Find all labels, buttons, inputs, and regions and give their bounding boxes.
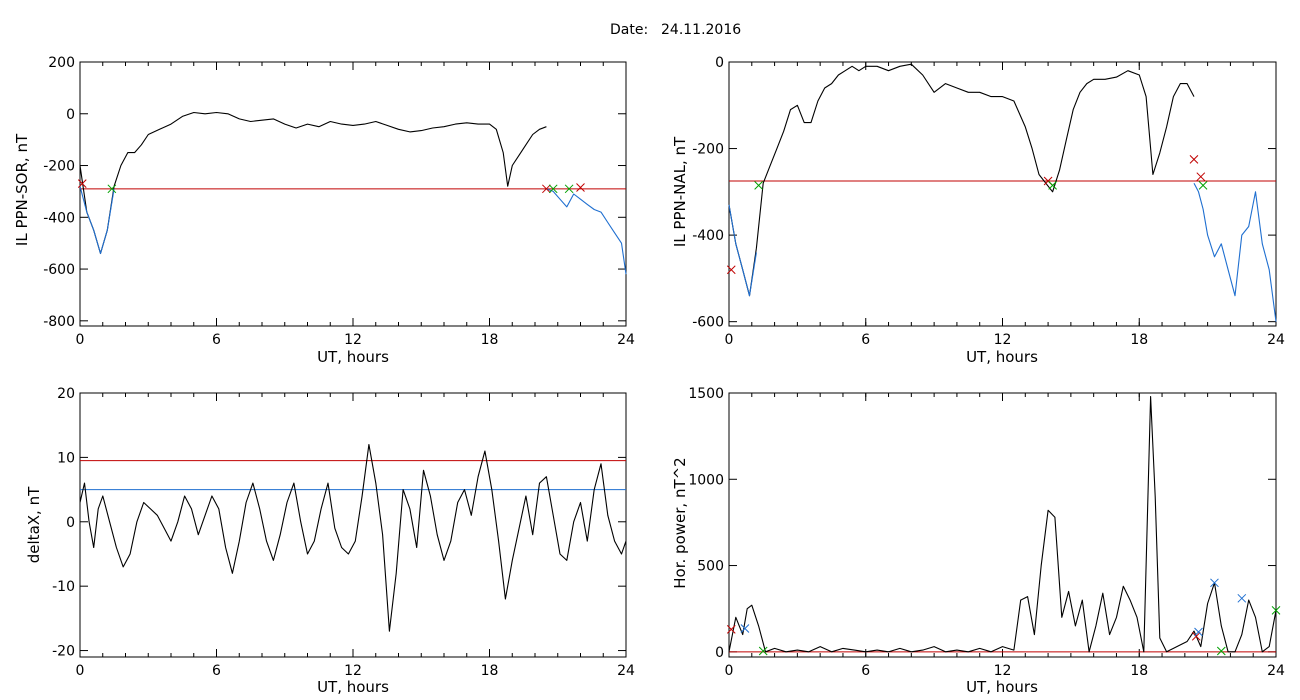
panel-2-ytick-label: 0 (66, 515, 75, 531)
panel-0-xtick-label: 12 (344, 332, 362, 348)
panel-0-ytick-label: 200 (48, 55, 75, 71)
panel-3-marker (1237, 593, 1247, 603)
panel-hor-power: Hor. power, nT^2 UT, hours 0 6 12 18 24 1500 1… (671, 386, 1285, 696)
panel-0-ytick-label: 0 (66, 107, 75, 123)
panel-3-xlabel: UT, hours (966, 678, 1038, 696)
panel-1-xtick-label: 0 (725, 332, 734, 348)
panel-0-marker (107, 184, 117, 194)
date-value: 24.11.2016 (661, 22, 741, 38)
panel-2-xtick-label: 12 (344, 663, 362, 679)
panel-0-ytick-label: -600 (43, 262, 75, 278)
panel-2-xtick-label: 18 (481, 663, 499, 679)
panel-2-series-0 (79, 443, 627, 632)
panel-1-ytick-label: 0 (715, 55, 724, 71)
panel-0-frame (79, 61, 627, 327)
panel-0-marker (542, 184, 551, 194)
panel-3-xtick-label: 24 (1267, 663, 1285, 679)
panel-3-ytick-label: 1500 (688, 386, 724, 402)
panel-3-ylabel: Hor. power, nT^2 (671, 457, 689, 588)
panel-3-xtick-label: 12 (994, 663, 1012, 679)
panel-1-marker (1196, 172, 1206, 182)
panel-1-marker (1198, 180, 1208, 190)
panel-3-marker (1191, 631, 1201, 641)
panel-0-xlabel: UT, hours (317, 348, 389, 366)
panel-3-marker (726, 625, 736, 634)
panel-3-series-0 (728, 395, 1277, 653)
panel-0-marker (548, 184, 558, 194)
panel-il-ppn-sor: IL PPN-SOR, nT UT, hours 0 6 12 18 24 200 0 -20… (13, 55, 635, 366)
panel-0-marker (77, 179, 87, 189)
panel-0-ytick-label: -400 (43, 210, 75, 226)
panel-1-ytick-label: -600 (692, 315, 724, 331)
panel-2-ytick-label: -20 (52, 644, 75, 660)
panel-il-ppn-nal: IL PPN-NAL, nT UT, hours 0 6 12 18 24 0 -200 -4… (671, 55, 1285, 366)
panel-2-xtick-label: 0 (76, 663, 85, 679)
panel-1-xtick-label: 6 (861, 332, 870, 348)
panel-1-xlabel: UT, hours (966, 348, 1038, 366)
panel-1-marker (1048, 180, 1057, 190)
panel-2-xtick-label: 6 (212, 663, 221, 679)
panel-0-ylabel: IL PPN-SOR, nT (13, 133, 31, 246)
panel-0-xtick-label: 24 (617, 332, 635, 348)
panel-0-ytick-label: -800 (43, 314, 75, 330)
date-label: Date: (610, 22, 648, 38)
panel-1-marker (754, 180, 763, 190)
panel-1-marker (726, 265, 736, 275)
panel-1-ytick-label: -200 (692, 142, 724, 158)
panel-2-ytick-label: 10 (57, 450, 75, 466)
panel-2-ytick-label: 20 (57, 386, 75, 402)
panel-2-xtick-label: 24 (617, 663, 635, 679)
panel-deltax: deltaX, nT UT, hours 0 6 12 18 24 20 10 0 -10 -20 (25, 386, 635, 696)
panel-3-marker (758, 646, 768, 656)
panel-2-ytick-label: -10 (52, 579, 75, 595)
panel-3-marker (1271, 606, 1281, 615)
panel-3-xtick-label: 6 (861, 663, 870, 679)
panel-1-frame (728, 61, 1277, 327)
panel-3-xtick-label: 18 (1130, 663, 1148, 679)
panel-2-xlabel: UT, hours (317, 678, 389, 696)
panel-3-xtick-label: 0 (725, 663, 734, 679)
panel-1-ylabel: IL PPN-NAL, nT (671, 136, 689, 247)
panel-0-xtick-label: 18 (481, 332, 499, 348)
panel-3-frame (728, 392, 1277, 658)
panel-3-marker (1216, 646, 1226, 656)
panel-3-marker (1194, 627, 1203, 637)
panel-0-xtick-label: 0 (76, 332, 85, 348)
panel-1-series-1 (728, 182, 1277, 322)
panel-3-ytick-label: 1000 (688, 472, 724, 488)
panel-1-xtick-label: 18 (1130, 332, 1148, 348)
panel-0-series-0 (79, 111, 547, 255)
panel-0-marker (564, 184, 574, 194)
panel-3-marker (1210, 578, 1219, 588)
panel-1-xtick-label: 24 (1267, 332, 1285, 348)
panel-0-series-1 (79, 186, 627, 275)
panel-1-marker (1189, 155, 1199, 164)
panel-1-series-0 (728, 63, 1195, 297)
panel-1-xtick-label: 12 (994, 332, 1012, 348)
panel-1-ytick-label: -400 (692, 228, 724, 244)
panel-0-ytick-label: -200 (43, 159, 75, 175)
panel-3-ytick-label: 0 (715, 645, 724, 661)
panel-3-marker (740, 624, 750, 633)
panel-0-xtick-label: 6 (212, 332, 221, 348)
panel-3-ytick-label: 500 (697, 559, 724, 575)
panel-2-ylabel: deltaX, nT (25, 486, 43, 563)
panel-0-marker (576, 183, 585, 192)
